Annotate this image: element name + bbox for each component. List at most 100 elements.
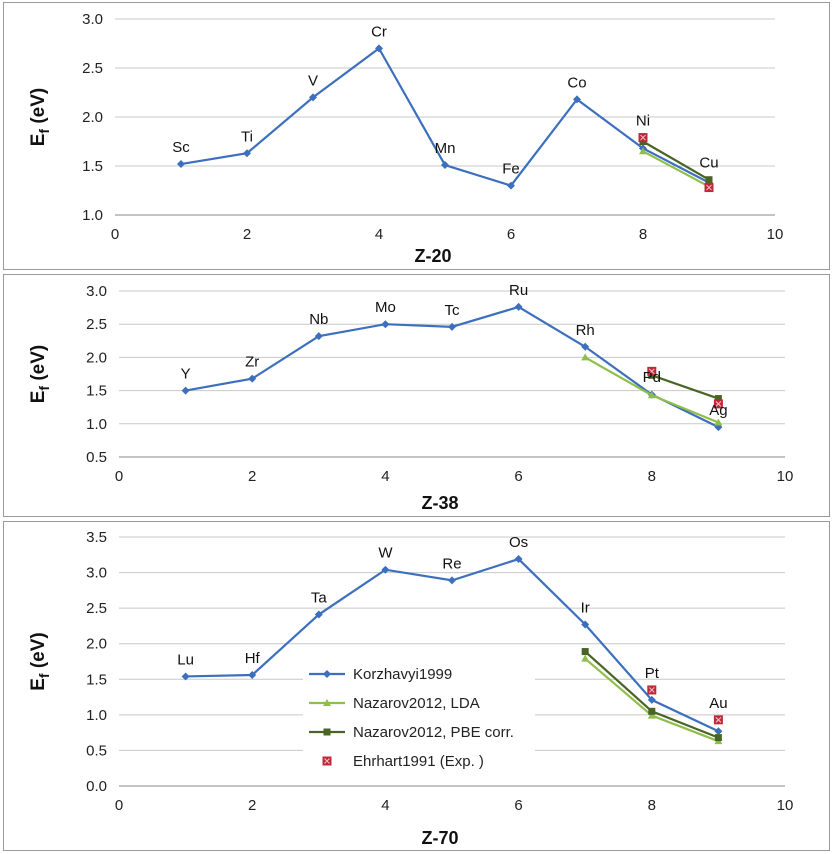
- y-axis-title-unit: (eV): [28, 632, 49, 673]
- y-axis-title-sub: f: [36, 129, 52, 134]
- legend-label: Nazarov2012, PBE corr.: [353, 724, 514, 741]
- data-point-cross: [715, 401, 722, 407]
- y-tick-label: 1.0: [82, 207, 103, 224]
- data-point: [581, 342, 590, 351]
- data-point: [448, 576, 456, 585]
- data-point: [714, 734, 722, 742]
- y-tick-label: 2.5: [86, 600, 107, 617]
- data-point: [714, 418, 723, 426]
- element-label: Sc: [172, 139, 190, 156]
- data-point: [314, 610, 323, 619]
- series-korzhavyi1999: [181, 302, 723, 432]
- x-tick-label: 0: [115, 468, 123, 485]
- data-point: [638, 133, 648, 143]
- element-label: Hf: [245, 650, 261, 667]
- data-point: [647, 366, 657, 376]
- x-tick-label: 2: [243, 226, 251, 243]
- y-axis-title-main: E: [28, 391, 49, 404]
- data-point: [581, 620, 590, 629]
- data-point: [375, 44, 383, 53]
- series-ehrhart1991-exp-: [647, 366, 723, 409]
- element-label: Pd: [643, 369, 661, 386]
- y-axis-title: Ef (eV): [28, 632, 52, 691]
- element-label: Y: [181, 366, 191, 383]
- element-label: Co: [567, 74, 586, 91]
- element-label: Re: [442, 555, 461, 572]
- x-tick-label: 2: [248, 797, 256, 814]
- element-label: V: [308, 72, 318, 89]
- data-point: [441, 161, 449, 170]
- series-line: [642, 150, 710, 188]
- data-point: [581, 654, 590, 662]
- y-tick-label: 3.0: [86, 283, 107, 300]
- series-korzhavyi1999: [177, 44, 713, 190]
- data-point-cross: [648, 368, 655, 375]
- data-point: [573, 95, 581, 104]
- x-tick-label: 4: [375, 226, 383, 243]
- data-point: [248, 671, 257, 680]
- y-tick-label: 3.5: [86, 529, 107, 546]
- y-tick-label: 2.5: [86, 316, 107, 333]
- y-tick-label: 0.0: [86, 778, 107, 795]
- y-axis-title-sub: f: [36, 386, 52, 391]
- data-point: [177, 160, 185, 169]
- y-axis-title-unit: (eV): [28, 88, 49, 129]
- series-ehrhart1991-exp-: [638, 133, 714, 193]
- y-axis-title-unit: (eV): [28, 345, 49, 386]
- data-point: [581, 353, 590, 361]
- series-ehrhart1991-exp-: [647, 685, 723, 725]
- element-label: Tc: [445, 302, 461, 319]
- data-point: [381, 565, 390, 574]
- x-tick-label: 6: [514, 797, 522, 814]
- y-tick-label: 2.0: [86, 349, 107, 366]
- data-point: [243, 149, 251, 158]
- x-tick-label: 2: [248, 468, 256, 485]
- data-point: [704, 183, 714, 193]
- legend-marker: [323, 699, 331, 706]
- y-axis-title-main: E: [28, 678, 49, 691]
- data-point: [314, 332, 323, 341]
- legend-item: Nazarov2012, LDA: [309, 695, 480, 712]
- x-axis-title: Z-38: [421, 493, 458, 513]
- y-axis-title-main: E: [28, 134, 49, 147]
- chart-panel-z38: 0.5 1.0 1.5 2.0 2.5 3.0 0 2 4 6 8 10 Z-38 Ef (eV) Y Zr N…: [3, 274, 830, 517]
- legend-label: Ehrhart1991 (Exp. ): [353, 753, 484, 770]
- element-label: Mn: [435, 140, 456, 157]
- data-point: [713, 399, 723, 409]
- data-point: [639, 147, 647, 155]
- element-label: Ir: [581, 600, 590, 617]
- y-axis-title-sub: f: [36, 673, 52, 678]
- data-point: [647, 685, 657, 695]
- y-axis-title: Ef (eV): [28, 88, 52, 147]
- y-tick-label: 3.0: [86, 565, 107, 582]
- y-tick-label: 2.5: [82, 60, 103, 77]
- series-line: [642, 140, 710, 181]
- y-tick-label: 0.5: [86, 449, 107, 466]
- y-tick-label: 2.0: [86, 636, 107, 653]
- data-point: [181, 672, 190, 681]
- y-tick-label: 1.5: [86, 383, 107, 400]
- data-point: [714, 395, 722, 403]
- element-label: Os: [509, 534, 528, 551]
- x-axis-title: Z-20: [414, 246, 451, 266]
- legend-label: Korzhavyi1999: [353, 666, 452, 683]
- data-point-cross: [640, 134, 646, 141]
- y-axis-title: Ef (eV): [28, 345, 52, 404]
- element-label: Ag: [709, 402, 727, 419]
- data-point: [647, 695, 656, 704]
- legend-label: Nazarov2012, LDA: [353, 695, 480, 712]
- element-label: W: [378, 545, 393, 562]
- data-point: [647, 711, 656, 719]
- element-label: Ta: [311, 590, 328, 607]
- data-point: [713, 715, 723, 725]
- chart-panel-z70: 0.0 0.5 1.0 1.5 2.0 2.5 3.0 3.5 0 2 4 6 8 10 Z-70 Ef (e…: [3, 521, 830, 851]
- data-point: [581, 648, 589, 656]
- data-point: [181, 386, 190, 395]
- x-tick-label: 8: [648, 468, 656, 485]
- legend-item: Ehrhart1991 (Exp. ): [322, 753, 484, 770]
- x-tick-label: 4: [381, 468, 389, 485]
- y-tick-label: 1.0: [86, 416, 107, 433]
- element-label: Ru: [509, 282, 528, 299]
- data-point: [514, 555, 523, 564]
- x-tick-label: 8: [639, 226, 647, 243]
